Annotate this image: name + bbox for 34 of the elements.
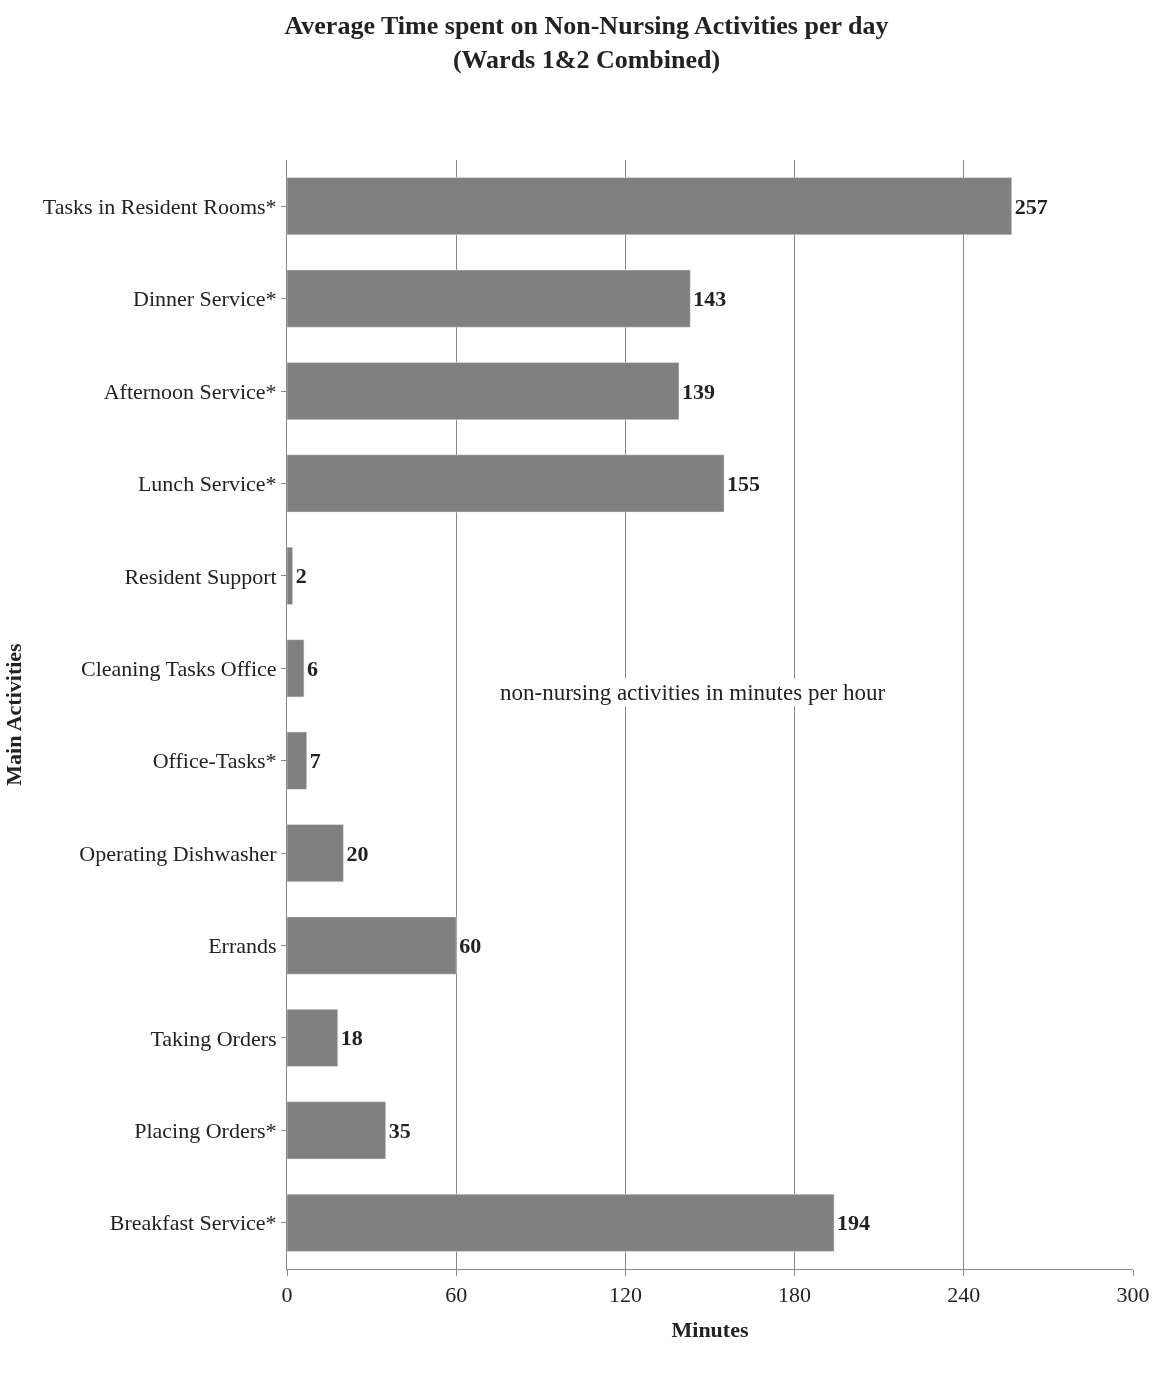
data-label: 194 [837, 1210, 871, 1236]
y-axis-title: Main Activities [0, 642, 26, 786]
data-label: 257 [1014, 193, 1048, 219]
chart-title: Average Time spent on Non-Nursing Activities per day (Wards 1&2 Combined) [284, 11, 889, 75]
data-label: 6 [306, 655, 318, 681]
y-tick-label: Errands [208, 933, 277, 959]
y-tick-label: Office-Tasks* [152, 748, 277, 774]
y-tick-label: Lunch Service* [137, 471, 277, 497]
data-label: 143 [693, 286, 727, 312]
data-label: 60 [459, 933, 482, 959]
y-tick-label: Breakfast Service* [109, 1210, 277, 1236]
data-label: 7 [309, 748, 321, 774]
y-tick-label: Tasks in Resident Rooms* [42, 193, 277, 219]
x-tick-label: 240 [947, 1282, 981, 1308]
y-tick-label: Taking Orders [150, 1025, 277, 1051]
annotation: non-nursing activities in minutes per hour [500, 680, 886, 705]
y-tick-label: Cleaning Tasks Office [80, 655, 277, 681]
x-tick-label: 180 [778, 1282, 812, 1308]
y-tick-label: Afternoon Service* [103, 378, 277, 404]
x-tick-label: 0 [281, 1282, 293, 1308]
y-tick-label: Operating Dishwasher [79, 840, 278, 866]
y-tick-label: Dinner Service* [133, 286, 277, 312]
y-tick-label: Resident Support [124, 563, 277, 589]
x-tick-label: 120 [608, 1282, 642, 1308]
data-label: 35 [388, 1117, 411, 1143]
x-axis-title: Minutes [671, 1317, 749, 1343]
data-label: 139 [681, 378, 715, 404]
y-tick-label: Placing Orders* [134, 1118, 277, 1144]
data-label: 20 [346, 840, 369, 866]
data-label: 155 [727, 470, 761, 496]
x-tick-label: 60 [445, 1282, 468, 1308]
x-tick-label: 300 [1116, 1282, 1150, 1308]
data-label: 18 [340, 1025, 363, 1051]
data-label: 2 [295, 563, 307, 589]
